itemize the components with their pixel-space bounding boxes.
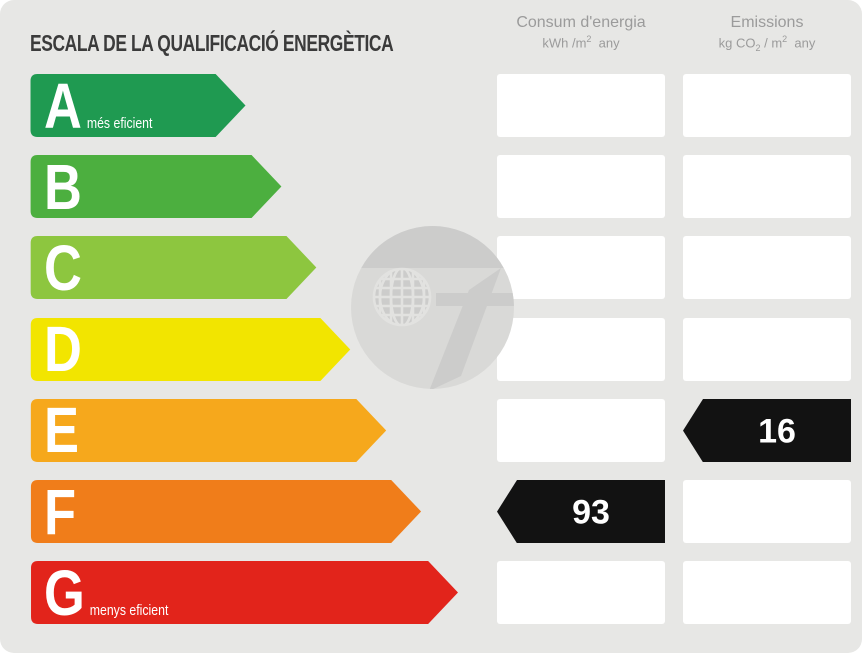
svg-text:93: 93 xyxy=(572,494,610,532)
svg-text:16: 16 xyxy=(758,412,796,450)
